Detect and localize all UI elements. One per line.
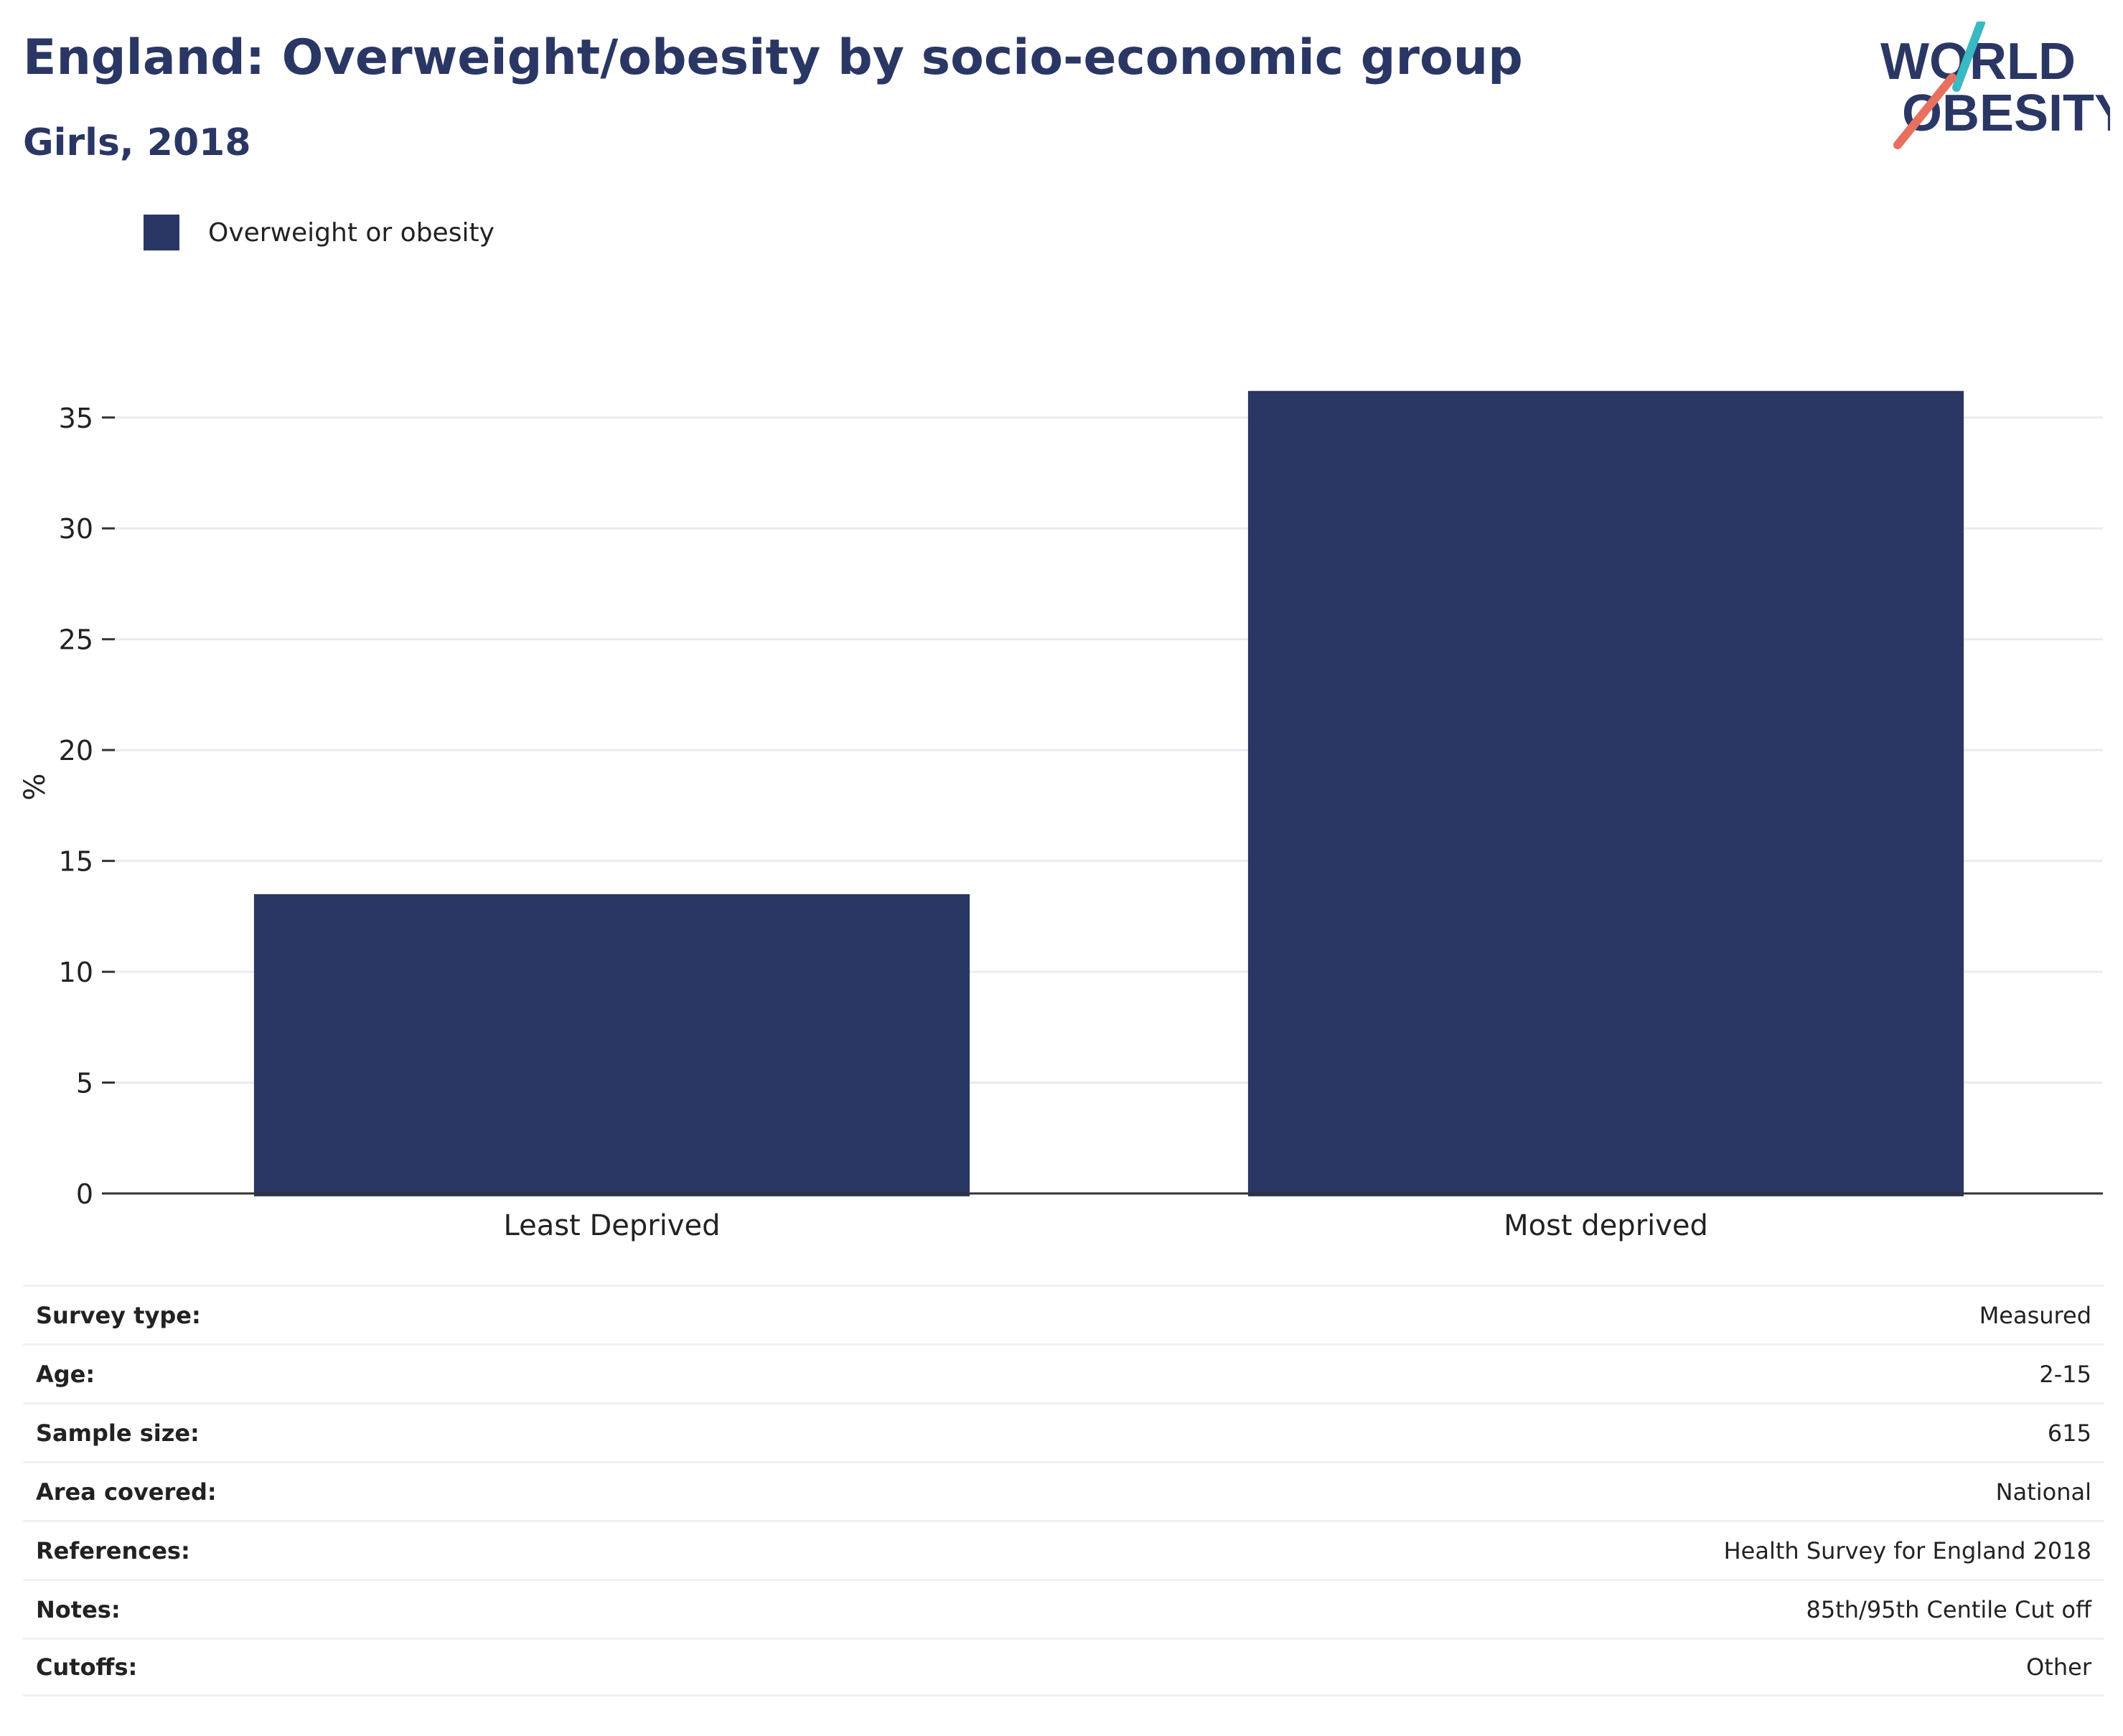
y-tick-label: 0: [76, 1178, 93, 1210]
page-title: England: Overweight/obesity by socio-eco…: [23, 29, 1523, 86]
details-value: 2-15: [2039, 1360, 2091, 1388]
y-tick-label: 25: [59, 624, 93, 656]
details-value: Measured: [1979, 1301, 2091, 1329]
chart-legend: Overweight or obesity: [144, 214, 495, 251]
details-key: Cutoffs:: [36, 1653, 138, 1681]
details-row: Notes: 85th/95th Centile Cut off: [23, 1579, 2104, 1638]
details-value: Other: [2026, 1653, 2091, 1681]
details-row: Cutoffs: Other: [23, 1638, 2104, 1697]
x-tick-label: Least Deprived: [504, 1209, 721, 1242]
details-row: Survey type: Measured: [23, 1285, 2104, 1343]
chart-axes: 0 5 10 15 20 25 30 35 Least Deprived Most deprive…: [59, 403, 2103, 1242]
y-tick-label: 20: [59, 735, 93, 766]
y-tick-label: 15: [59, 846, 93, 878]
details-value: 85th/95th Centile Cut off: [1806, 1595, 2091, 1623]
logo-slash-coral: [1893, 73, 1956, 149]
details-row: Area covered: National: [23, 1461, 2104, 1520]
details-row: Age: 2-15: [23, 1343, 2104, 1402]
chart-bars: [253, 390, 1964, 1196]
bar-least-deprived: [253, 893, 970, 1196]
world-obesity-logo: WORLD OBESITY: [1880, 22, 2110, 149]
bar-chart: 0 5 10 15 20 25 30 35 Least Deprived Most deprive…: [19, 390, 2103, 1242]
legend-label: Overweight or obesity: [208, 217, 495, 248]
y-axis-label: %: [19, 773, 52, 800]
details-key: Sample size:: [36, 1419, 200, 1447]
details-key: Area covered:: [36, 1478, 217, 1506]
y-tick-label: 35: [59, 403, 93, 434]
details-row: Sample size: 615: [23, 1402, 2104, 1461]
y-tick-label: 5: [76, 1068, 93, 1099]
details-key: Survey type:: [36, 1301, 201, 1329]
details-key: Age:: [36, 1360, 95, 1388]
details-row: References: Health Survey for England 201…: [23, 1520, 2104, 1579]
page-subtitle: Girls, 2018: [23, 121, 251, 164]
details-value: National: [1995, 1478, 2091, 1506]
logo-slash-teal: [1952, 22, 1985, 92]
details-value: 615: [2047, 1419, 2091, 1447]
details-key: Notes:: [36, 1595, 121, 1623]
y-tick-label: 10: [59, 957, 93, 988]
bar-most-deprived: [1247, 390, 1964, 1196]
y-tick-label: 30: [59, 513, 93, 545]
legend-swatch: [144, 215, 179, 250]
survey-details-table: Survey type: Measured Age: 2-15 Sample size:…: [23, 1285, 2104, 1697]
details-key: References:: [36, 1536, 190, 1564]
details-value: Health Survey for England 2018: [1723, 1536, 2091, 1564]
x-tick-label: Most deprived: [1504, 1209, 1708, 1242]
